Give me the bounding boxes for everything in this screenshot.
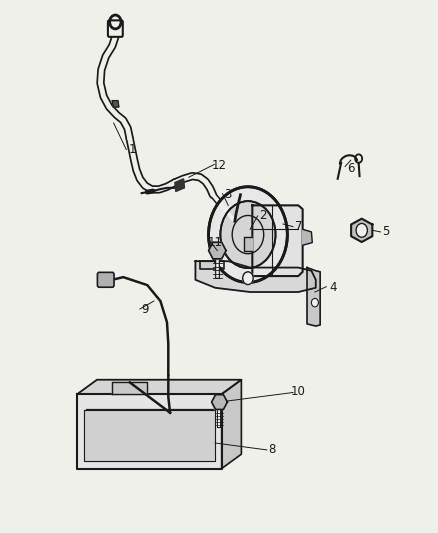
Text: 12: 12 bbox=[212, 159, 226, 172]
Polygon shape bbox=[252, 205, 302, 276]
Polygon shape bbox=[84, 410, 215, 461]
Text: 11: 11 bbox=[207, 236, 222, 249]
Polygon shape bbox=[302, 229, 311, 245]
Circle shape bbox=[220, 201, 275, 268]
Polygon shape bbox=[195, 261, 315, 292]
Polygon shape bbox=[244, 237, 252, 251]
FancyBboxPatch shape bbox=[108, 20, 123, 37]
Text: 3: 3 bbox=[224, 188, 231, 201]
Polygon shape bbox=[77, 394, 221, 469]
Text: 1: 1 bbox=[128, 143, 135, 156]
Text: 2: 2 bbox=[259, 209, 266, 222]
Polygon shape bbox=[350, 219, 371, 242]
Circle shape bbox=[355, 223, 367, 237]
Polygon shape bbox=[112, 382, 147, 394]
Text: 7: 7 bbox=[294, 220, 301, 233]
Circle shape bbox=[311, 298, 318, 307]
Text: 4: 4 bbox=[329, 281, 336, 294]
Polygon shape bbox=[221, 379, 241, 469]
Circle shape bbox=[208, 187, 287, 282]
Text: 10: 10 bbox=[290, 385, 305, 398]
Text: 5: 5 bbox=[381, 225, 389, 238]
Circle shape bbox=[242, 272, 253, 285]
Polygon shape bbox=[211, 395, 227, 409]
Polygon shape bbox=[208, 243, 226, 259]
Text: 8: 8 bbox=[268, 443, 275, 456]
FancyBboxPatch shape bbox=[97, 272, 114, 287]
Polygon shape bbox=[112, 101, 119, 107]
Polygon shape bbox=[174, 179, 184, 191]
Text: 9: 9 bbox=[141, 303, 148, 316]
Polygon shape bbox=[199, 261, 223, 269]
Text: 6: 6 bbox=[346, 161, 354, 175]
Polygon shape bbox=[306, 268, 319, 326]
Polygon shape bbox=[77, 379, 241, 394]
